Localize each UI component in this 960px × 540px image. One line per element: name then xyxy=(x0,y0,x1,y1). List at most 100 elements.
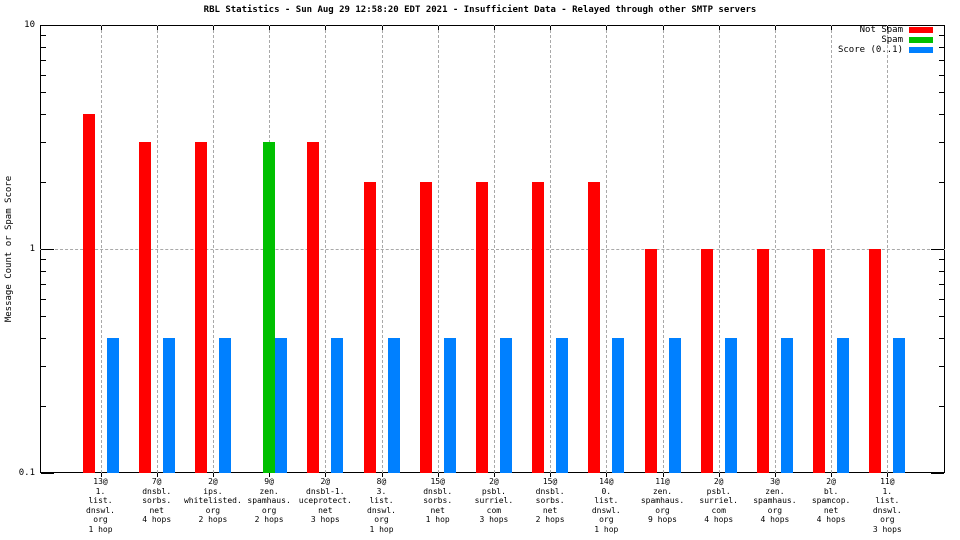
x-tick-top xyxy=(269,26,271,30)
y-major-tick-left xyxy=(41,25,54,26)
y-minor-tick-right xyxy=(939,74,944,76)
bar-score-0-1 xyxy=(668,338,681,473)
x-tick-label: 2@ ips. whitelisted. org 2 hops xyxy=(183,477,242,524)
x-tick-top xyxy=(887,26,889,30)
y-minor-tick-right xyxy=(939,59,944,61)
bar-not-spam xyxy=(700,249,713,473)
bar-score-0-1 xyxy=(780,338,793,473)
x-tick-bottom xyxy=(606,473,608,477)
y-minor-tick-right xyxy=(939,298,944,300)
bar-not-spam xyxy=(588,181,601,473)
bar-score-0-1 xyxy=(443,338,456,473)
y-minor-tick-left xyxy=(41,59,46,61)
x-tick-top xyxy=(718,26,720,30)
x-tick-top xyxy=(606,26,608,30)
bar-score-0-1 xyxy=(893,338,906,473)
x-tick-top xyxy=(156,26,158,30)
bar-not-spam xyxy=(813,249,826,473)
bar-score-0-1 xyxy=(387,338,400,473)
bar-not-spam xyxy=(363,181,376,473)
y-minor-tick-left xyxy=(41,35,46,37)
x-tick-top xyxy=(212,26,214,30)
bar-score-0-1 xyxy=(612,338,625,473)
x-tick-label: 13@ 1. list. dnswl. org 1 hop xyxy=(86,477,115,534)
bar-score-0-1 xyxy=(162,338,175,473)
x-tick-bottom xyxy=(887,473,889,477)
y-minor-tick-right xyxy=(939,114,944,116)
y-minor-tick-right xyxy=(939,35,944,37)
x-tick-label: 2@ psbl. surriel. com 3 hops xyxy=(474,477,514,524)
bar-not-spam xyxy=(532,181,545,473)
bar-not-spam xyxy=(475,181,488,473)
bar-not-spam xyxy=(756,249,769,473)
bar-score-0-1 xyxy=(106,338,119,473)
y-minor-tick-right xyxy=(939,46,944,48)
y-major-tick-left xyxy=(41,473,54,474)
x-tick-label: 11@ 1. list. dnswl. org 3 hops xyxy=(872,477,902,534)
bar-not-spam xyxy=(194,142,207,473)
bar-score-0-1 xyxy=(556,338,569,473)
x-tick-label: 15@ dnsbl. sorbs. net 2 hops xyxy=(535,477,565,524)
x-tick-top xyxy=(662,26,664,30)
legend-label-score: Score (0..1) xyxy=(837,45,903,55)
x-tick-label: 2@ psbl. surriel. com 4 hops xyxy=(699,477,738,524)
y-minor-tick-left xyxy=(41,366,46,368)
legend-row-score: Score (0..1) xyxy=(838,45,933,55)
legend-row-not-spam: Not Spam xyxy=(838,25,933,35)
x-tick-bottom xyxy=(100,473,102,477)
x-tick-top xyxy=(325,26,327,30)
bar-not-spam xyxy=(307,142,320,473)
bar-score-0-1 xyxy=(275,338,288,473)
bar-spam xyxy=(263,142,276,473)
y-minor-tick-right xyxy=(939,366,944,368)
y-minor-tick-right xyxy=(939,283,944,285)
y-minor-tick-right xyxy=(939,92,944,94)
y-minor-tick-left xyxy=(41,114,46,116)
x-tick-top xyxy=(831,26,833,30)
x-tick-bottom xyxy=(774,473,776,477)
y-major-tick-right xyxy=(931,25,944,26)
y-minor-tick-left xyxy=(41,338,46,340)
legend-swatch-score-icon xyxy=(909,47,933,53)
y-minor-tick-right xyxy=(939,181,944,183)
bar-not-spam xyxy=(419,181,432,473)
y-tick-label: 10 xyxy=(24,20,35,30)
x-tick-top xyxy=(493,26,495,30)
legend-swatch-not-spam-icon xyxy=(909,27,933,33)
x-tick-label: 3@ zen. spamhaus. org 4 hops xyxy=(753,477,797,524)
y-minor-tick-right xyxy=(939,270,944,272)
x-tick-bottom xyxy=(493,473,495,477)
y-tick-label: 0.1 xyxy=(18,468,35,478)
chart-title: RBL Statistics - Sun Aug 29 12:58:20 EDT… xyxy=(203,5,757,15)
x-tick-label: 2@ bl. spamcop. net 4 hops xyxy=(811,477,851,524)
x-tick-top xyxy=(550,26,552,30)
x-tick-label: 8@ 3. list. dnswl. org 1 hop xyxy=(367,477,396,534)
y-major-tick-right xyxy=(931,249,944,250)
x-tick-top xyxy=(437,26,439,30)
x-tick-bottom xyxy=(831,473,833,477)
x-tick-label: 11@ zen. spamhaus. org 9 hops xyxy=(640,477,685,524)
bar-not-spam xyxy=(82,114,95,473)
legend-row-spam: Spam xyxy=(838,35,933,45)
x-tick-top xyxy=(381,26,383,30)
bar-score-0-1 xyxy=(837,338,850,473)
x-tick-label: 14@ 0. list. dnswl. org 1 hop xyxy=(591,477,621,534)
x-tick-label: 15@ dnsbl. sorbs. net 1 hop xyxy=(423,477,453,524)
x-tick-bottom xyxy=(662,473,664,477)
y-minor-tick-left xyxy=(41,181,46,183)
y-minor-tick-left xyxy=(41,92,46,94)
y-minor-tick-left xyxy=(41,46,46,48)
x-tick-bottom xyxy=(718,473,720,477)
legend-swatch-spam-icon xyxy=(909,37,933,43)
x-tick-bottom xyxy=(550,473,552,477)
y-minor-tick-right xyxy=(939,259,944,261)
y-minor-tick-left xyxy=(41,316,46,318)
y-tick-label: 1 xyxy=(29,244,35,254)
x-tick-label: 7@ dnsbl. sorbs. net 4 hops xyxy=(142,477,172,524)
bar-score-0-1 xyxy=(724,338,737,473)
y-minor-tick-left xyxy=(41,298,46,300)
bar-not-spam xyxy=(644,249,657,473)
y-minor-tick-right xyxy=(939,338,944,340)
y-minor-tick-left xyxy=(41,142,46,144)
